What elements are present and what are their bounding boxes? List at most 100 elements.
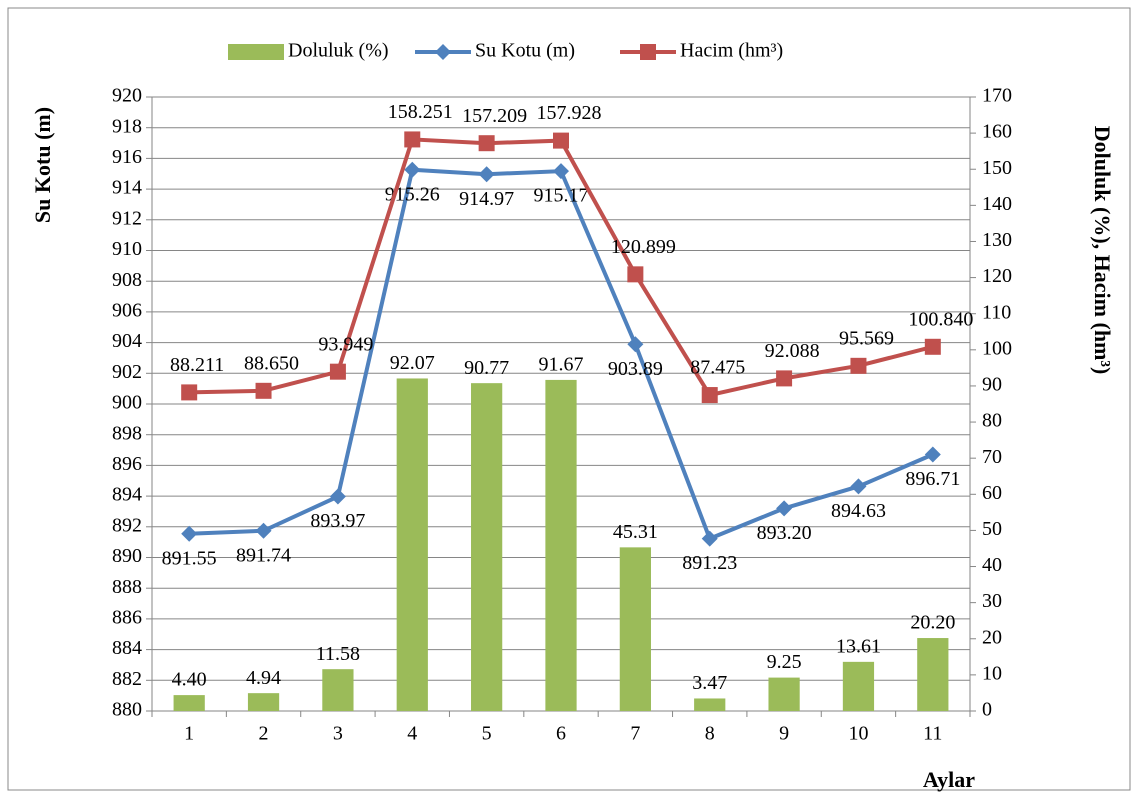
y2-tick-label: 60 bbox=[982, 482, 1002, 504]
data-label: 88.211 bbox=[170, 354, 224, 376]
y2-axis-title: Doluluk (%), Hacim (hm³) bbox=[1090, 126, 1115, 375]
x-tick-label: 2 bbox=[259, 723, 269, 745]
data-label: 903.89 bbox=[608, 358, 663, 380]
bar bbox=[917, 638, 949, 711]
y2-tick-label: 10 bbox=[982, 662, 1002, 684]
data-label: 93.949 bbox=[318, 333, 373, 355]
y2-tick-label: 170 bbox=[982, 85, 1012, 107]
marker bbox=[478, 166, 495, 183]
marker bbox=[627, 336, 644, 353]
y-tick-label: 910 bbox=[112, 238, 142, 260]
x-tick-label: 9 bbox=[779, 723, 789, 745]
legend-label: Doluluk (%) bbox=[288, 40, 389, 62]
y2-tick-label: 90 bbox=[982, 374, 1002, 396]
bar bbox=[694, 698, 726, 711]
data-label: 893.97 bbox=[310, 510, 365, 532]
y-tick-label: 916 bbox=[112, 146, 142, 168]
bar bbox=[545, 379, 577, 711]
y2-tick-label: 120 bbox=[982, 265, 1012, 287]
data-label: 914.97 bbox=[459, 188, 514, 210]
data-label: 90.77 bbox=[464, 357, 509, 379]
bar bbox=[322, 669, 354, 711]
y-tick-label: 882 bbox=[112, 668, 142, 690]
y-tick-label: 884 bbox=[112, 637, 142, 659]
y-tick-label: 906 bbox=[112, 299, 142, 321]
data-label: 100.840 bbox=[908, 308, 973, 330]
y2-tick-label: 80 bbox=[982, 410, 1002, 432]
legend-label: Su Kotu (m) bbox=[475, 40, 575, 62]
y-tick-label: 896 bbox=[112, 453, 142, 475]
y-tick-label: 890 bbox=[112, 545, 142, 567]
marker bbox=[404, 161, 421, 178]
y2-tick-label: 30 bbox=[982, 590, 1002, 612]
data-label: 157.928 bbox=[537, 102, 602, 124]
x-tick-label: 7 bbox=[630, 723, 640, 745]
x-tick-label: 5 bbox=[482, 723, 492, 745]
marker bbox=[850, 357, 867, 374]
data-label: 893.20 bbox=[757, 522, 812, 544]
data-label: 91.67 bbox=[539, 354, 584, 376]
data-label: 157.209 bbox=[462, 105, 527, 127]
marker bbox=[181, 384, 198, 401]
data-label: 87.475 bbox=[690, 357, 745, 379]
y-tick-label: 880 bbox=[112, 699, 142, 721]
data-label: 3.47 bbox=[692, 672, 727, 694]
y2-tick-label: 20 bbox=[982, 626, 1002, 648]
legend-label: Hacim (hm³) bbox=[680, 40, 783, 62]
y-tick-label: 898 bbox=[112, 422, 142, 444]
y-tick-label: 894 bbox=[112, 484, 142, 506]
y2-tick-label: 130 bbox=[982, 229, 1012, 251]
data-label: 120.899 bbox=[611, 236, 676, 258]
data-label: 894.63 bbox=[831, 500, 886, 522]
marker bbox=[776, 370, 793, 387]
y-axis-title: Su Kotu (m) bbox=[30, 107, 55, 223]
x-axis-title: Aylar bbox=[923, 767, 975, 792]
data-label: 896.71 bbox=[905, 468, 960, 490]
y-tick-label: 908 bbox=[112, 269, 142, 291]
data-label: 88.650 bbox=[244, 352, 299, 374]
x-tick-label: 3 bbox=[333, 723, 343, 745]
bar bbox=[396, 378, 428, 711]
y-tick-label: 892 bbox=[112, 514, 142, 536]
marker bbox=[329, 488, 346, 505]
data-label: 92.088 bbox=[765, 340, 820, 362]
data-label: 11.58 bbox=[316, 643, 360, 665]
y-tick-label: 904 bbox=[112, 330, 142, 352]
marker bbox=[924, 446, 941, 463]
marker bbox=[255, 522, 272, 539]
legend-marker bbox=[640, 44, 656, 60]
marker bbox=[627, 266, 644, 283]
y2-tick-label: 140 bbox=[982, 193, 1012, 215]
y2-tick-label: 50 bbox=[982, 518, 1002, 540]
marker bbox=[850, 478, 867, 495]
marker bbox=[924, 338, 941, 355]
bar bbox=[247, 693, 280, 711]
data-label: 45.31 bbox=[613, 521, 658, 543]
y-tick-label: 918 bbox=[112, 115, 142, 137]
y-tick-label: 886 bbox=[112, 606, 142, 628]
x-tick-label: 11 bbox=[923, 723, 942, 745]
data-label: 4.94 bbox=[246, 667, 281, 689]
y2-tick-label: 150 bbox=[982, 157, 1012, 179]
x-tick-label: 10 bbox=[848, 723, 868, 745]
bar bbox=[619, 547, 651, 711]
legend-marker bbox=[435, 44, 451, 60]
data-label: 95.569 bbox=[839, 327, 894, 349]
y-tick-label: 912 bbox=[112, 207, 142, 229]
y2-tick-label: 40 bbox=[982, 554, 1002, 576]
data-label: 891.74 bbox=[236, 544, 291, 566]
data-label: 13.61 bbox=[836, 635, 881, 657]
y-tick-label: 914 bbox=[112, 177, 142, 199]
data-label: 9.25 bbox=[767, 651, 802, 673]
y2-tick-label: 110 bbox=[982, 301, 1011, 323]
marker bbox=[255, 382, 272, 399]
data-label: 20.20 bbox=[910, 612, 955, 634]
data-label: 92.07 bbox=[390, 352, 435, 374]
bar bbox=[768, 677, 800, 711]
y-tick-label: 888 bbox=[112, 576, 142, 598]
marker bbox=[553, 132, 569, 149]
y2-tick-label: 160 bbox=[982, 121, 1012, 143]
data-label: 4.40 bbox=[172, 669, 207, 691]
y2-tick-label: 100 bbox=[982, 337, 1012, 359]
